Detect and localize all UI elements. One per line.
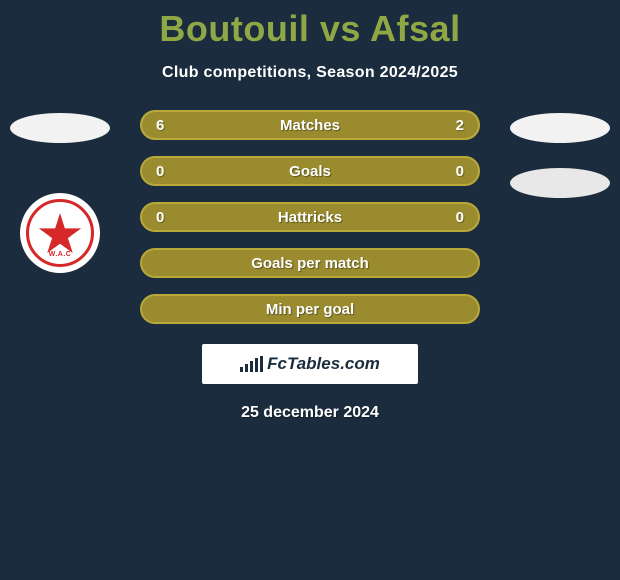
- stat-bar: Min per goal: [140, 294, 480, 324]
- stat-bar: 00Goals: [140, 156, 480, 186]
- stat-label: Matches: [142, 117, 478, 134]
- comparison-bars: 62Matches 00Goals 00Hattricks Goals per mat…: [140, 110, 480, 324]
- stat-label: Hattricks: [142, 209, 478, 226]
- stat-bar: 00Hattricks: [140, 202, 480, 232]
- stat-label: Goals per match: [142, 255, 478, 272]
- comparison-content: W.A.C 62Matches 00Goals 00Hattricks Goals p…: [0, 110, 620, 422]
- footer-date: 25 december 2024: [0, 404, 620, 422]
- stat-bar: 62Matches: [140, 110, 480, 140]
- watermark-text: FcTables.com: [267, 354, 380, 374]
- player-right-club-placeholder: [510, 168, 610, 198]
- stat-label: Min per goal: [142, 301, 478, 318]
- watermark[interactable]: FcTables.com: [202, 344, 418, 384]
- page-subtitle: Club competitions, Season 2024/2025: [0, 64, 620, 82]
- player-left-club-logo: W.A.C: [20, 193, 100, 273]
- player-right-badge-placeholder: [510, 113, 610, 143]
- page-title: Boutouil vs Afsal: [0, 0, 620, 50]
- stat-bar: Goals per match: [140, 248, 480, 278]
- stat-label: Goals: [142, 163, 478, 180]
- club-logo-circle: W.A.C: [26, 199, 94, 267]
- player-left-badge-placeholder: [10, 113, 110, 143]
- chart-bars-icon: [240, 356, 263, 372]
- club-logo-abbr: W.A.C: [49, 251, 72, 258]
